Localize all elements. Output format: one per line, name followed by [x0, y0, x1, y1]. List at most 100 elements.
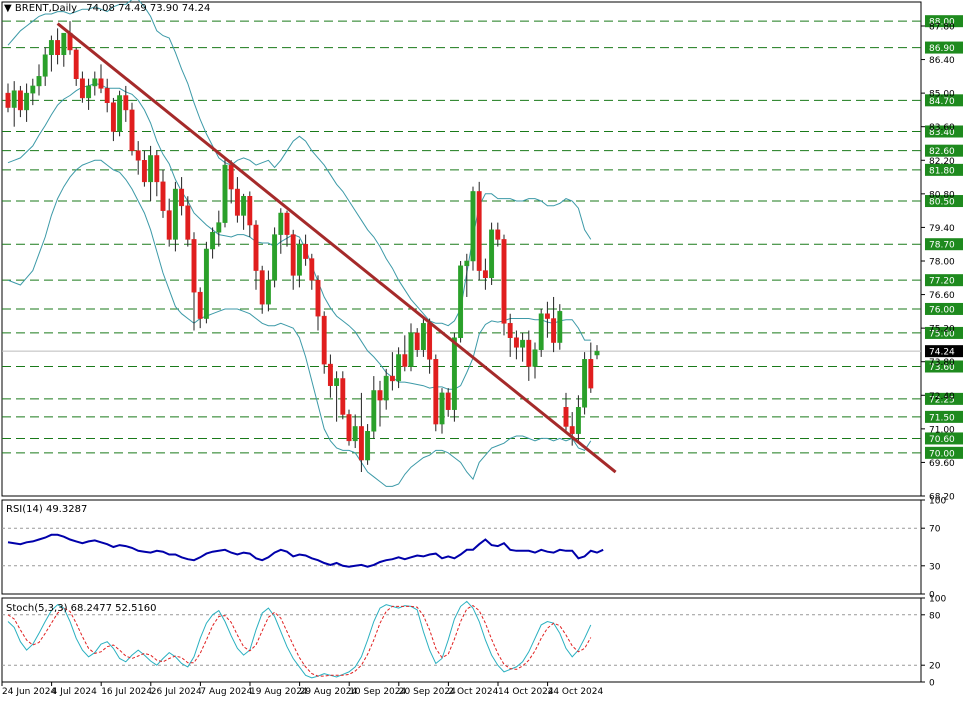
bollinger-middle-line [7, 82, 591, 390]
time-tick-label: 14 Oct 2024 [498, 687, 554, 697]
dropdown-triangle-icon[interactable]: ▼ [4, 3, 12, 14]
candle-body [495, 229, 501, 240]
level-tag [925, 15, 963, 28]
price-tick-label: 87.80 [929, 22, 955, 32]
candle-body [358, 426, 364, 461]
candle-body [464, 260, 470, 267]
stoch-label: Stoch(5,3,3) 68.2477 52.5160 [6, 603, 157, 614]
candle-body [544, 313, 550, 319]
candle-body [5, 92, 11, 108]
panel-frame-1 [1, 499, 922, 595]
level-tag-label: 83.40 [929, 128, 955, 138]
candle-body [98, 78, 104, 89]
level-tag-label: 80.50 [929, 198, 955, 208]
symbol-label: BRENT,Daily [14, 3, 78, 14]
candle-body [148, 155, 154, 183]
rsi-tick-label: 0 [929, 591, 935, 601]
price-tick-label: 78.00 [929, 257, 955, 267]
candle-body [563, 407, 569, 427]
candle-body [259, 270, 265, 305]
candle-body [433, 359, 439, 425]
rsi-line [7, 533, 604, 568]
candle-body [470, 191, 476, 262]
time-tick-label: 16 Jul 2024 [101, 687, 152, 697]
candle-body [272, 234, 278, 281]
candle-body [160, 181, 166, 211]
price-tick-label: 72.40 [929, 392, 955, 402]
candle-body [551, 318, 557, 343]
rsi-tick-label: 30 [929, 562, 941, 572]
price-tick-label: 83.60 [929, 123, 955, 133]
level-tag-label: 75.00 [929, 329, 955, 339]
level-tag [925, 274, 963, 287]
level-tag-label: 70.00 [929, 449, 955, 459]
candle-body [110, 102, 116, 132]
time-tick-label: 24 Jun 2024 [2, 687, 56, 697]
level-tag [925, 163, 963, 176]
candle-body [92, 78, 98, 87]
level-tag-label: 73.60 [929, 363, 955, 373]
candle-body [154, 155, 160, 183]
candle-body [371, 390, 377, 432]
stoch-tick-label: 100 [929, 595, 946, 605]
candle-body [557, 311, 563, 343]
panel-frame-0 [1, 1, 922, 497]
level-tag-label: 82.60 [929, 147, 955, 157]
rsi-panel: 100 70 30 0 [2, 497, 946, 601]
candle-body [303, 243, 309, 259]
level-tag [925, 144, 963, 157]
candle-body [11, 90, 17, 108]
candle-body [135, 150, 141, 161]
candle-body [197, 291, 203, 319]
price-tick-label: 71.00 [929, 425, 955, 435]
candle-body [396, 354, 402, 382]
candle-body [389, 375, 395, 382]
trendline-line [56, 22, 617, 474]
level-tag [925, 125, 963, 138]
candle-body [340, 378, 346, 415]
bollinger-lower-line [7, 159, 592, 487]
candle-body [55, 40, 61, 56]
bollinger-upper-line [7, 0, 592, 327]
price-tick-label: 75.20 [929, 325, 955, 335]
time-tick-label: 4 Jul 2024 [52, 687, 97, 697]
candle-body [482, 270, 488, 279]
time-tick-label: 7 Aug 2024 [200, 687, 252, 697]
rsi-tick-label: 100 [929, 497, 946, 507]
candle-body [210, 231, 216, 250]
candle-body [61, 32, 67, 56]
candle-body [501, 239, 507, 324]
symbol-header: ▼ BRENT,Daily 74.08 74.49 73.90 74.24 [4, 3, 210, 14]
level-tag [925, 94, 963, 107]
candle-body [513, 337, 519, 348]
candle-body [489, 229, 495, 279]
time-tick-label: 24 Oct 2024 [548, 687, 604, 697]
stoch-tick-label: 20 [929, 662, 941, 672]
candle-body [185, 205, 191, 240]
candle-body [234, 188, 240, 216]
stoch-signal-line [7, 605, 592, 677]
candle-body [532, 349, 538, 367]
candle-body [166, 210, 172, 240]
rsi-label: RSI(14) 49.3287 [6, 504, 88, 515]
candle-body [365, 431, 371, 461]
candle-body [334, 378, 340, 386]
level-tag-label: 84.70 [929, 97, 955, 107]
candle-body [24, 92, 30, 111]
candle-body [383, 375, 389, 401]
stoch-panel: 100 80 20 0 [2, 595, 946, 689]
candle-body [526, 339, 532, 367]
price-tick-label: 76.60 [929, 291, 955, 301]
time-tick-label: 20 Sep 2024 [399, 687, 456, 697]
candle-body [588, 359, 594, 389]
level-tag-label: 86.90 [929, 44, 955, 54]
candle-body [402, 354, 408, 367]
candle-body [346, 414, 352, 442]
bollinger-bands [7, 0, 592, 487]
candle-body [36, 76, 42, 87]
candle-body [296, 243, 302, 276]
level-tag-label: 81.80 [929, 166, 955, 176]
price-tick-label: 73.80 [929, 358, 955, 368]
